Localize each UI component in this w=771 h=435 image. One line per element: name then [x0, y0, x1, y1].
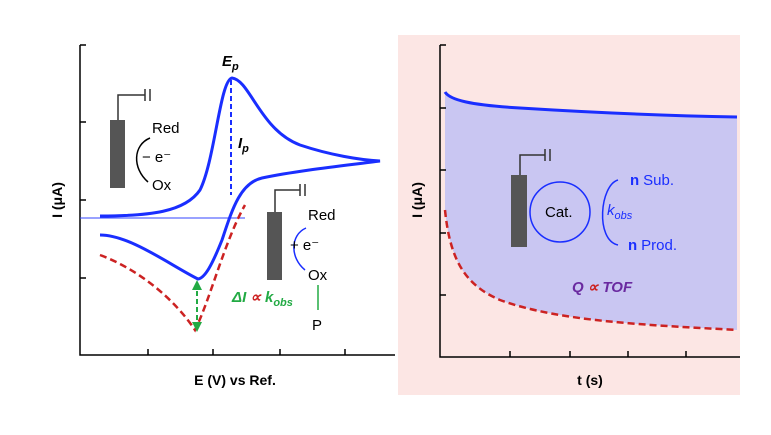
- n: n: [628, 237, 637, 254]
- substrate-cycle: [601, 179, 619, 246]
- relation: ΔI ∝ kobs: [231, 289, 293, 309]
- left-panel: [45, 35, 397, 395]
- sub-label: n Sub.: [630, 172, 674, 189]
- wire: [117, 89, 151, 120]
- right-axes: [439, 45, 740, 358]
- ip-main: I: [238, 135, 243, 152]
- p-label: P: [312, 317, 322, 334]
- ep-label: Ep: [222, 53, 239, 73]
- arc: [135, 137, 151, 183]
- wire: [519, 149, 551, 175]
- red-label: Red: [152, 120, 180, 137]
- ip-sub: p: [241, 143, 249, 155]
- background-curve: [443, 209, 738, 332]
- electrode: [110, 120, 125, 188]
- left-axes: [79, 45, 395, 356]
- left-ticks: [80, 44, 346, 355]
- y-label: I (μA): [49, 182, 65, 218]
- sub-name: Sub.: [643, 172, 674, 189]
- k: k: [607, 202, 616, 219]
- k-sub: obs: [273, 297, 293, 309]
- k-sub: obs: [615, 210, 633, 222]
- ox-label: Ox: [308, 267, 328, 284]
- ep-sub: p: [231, 61, 239, 73]
- catalyst-cycle: [529, 181, 591, 243]
- red-label: Red: [308, 207, 336, 224]
- arc: [293, 227, 307, 271]
- k: k: [265, 289, 274, 306]
- ep-main: E: [222, 53, 233, 70]
- q: Q: [572, 279, 584, 296]
- electrode: [267, 212, 282, 280]
- x-label: t (s): [577, 372, 603, 388]
- wire: [274, 184, 306, 212]
- n: n: [630, 172, 639, 189]
- catalytic-curve: [99, 204, 247, 333]
- delta-i: ΔI: [231, 289, 247, 306]
- ip-label: Ip: [238, 135, 249, 155]
- tof: TOF: [602, 279, 633, 296]
- shaded-area: [445, 92, 737, 330]
- electron-label: + e⁻: [290, 237, 319, 254]
- k-label: kobs: [607, 202, 633, 222]
- y-label: I (μA): [409, 182, 425, 218]
- prod-label: n Prod.: [628, 237, 677, 254]
- prop: ∝: [588, 279, 600, 296]
- electrode: [511, 175, 527, 247]
- cv-curve: [99, 76, 381, 281]
- relation: Q ∝ TOF: [572, 279, 633, 296]
- current-curve: [443, 91, 738, 119]
- electron-label: − e⁻: [142, 149, 171, 166]
- cat-label: Cat.: [545, 204, 573, 221]
- x-label: E (V) vs Ref.: [194, 372, 276, 388]
- right-ticks: [440, 44, 687, 357]
- ox-label: Ox: [152, 177, 172, 194]
- prod-name: Prod.: [641, 237, 677, 254]
- prop: ∝: [250, 289, 262, 306]
